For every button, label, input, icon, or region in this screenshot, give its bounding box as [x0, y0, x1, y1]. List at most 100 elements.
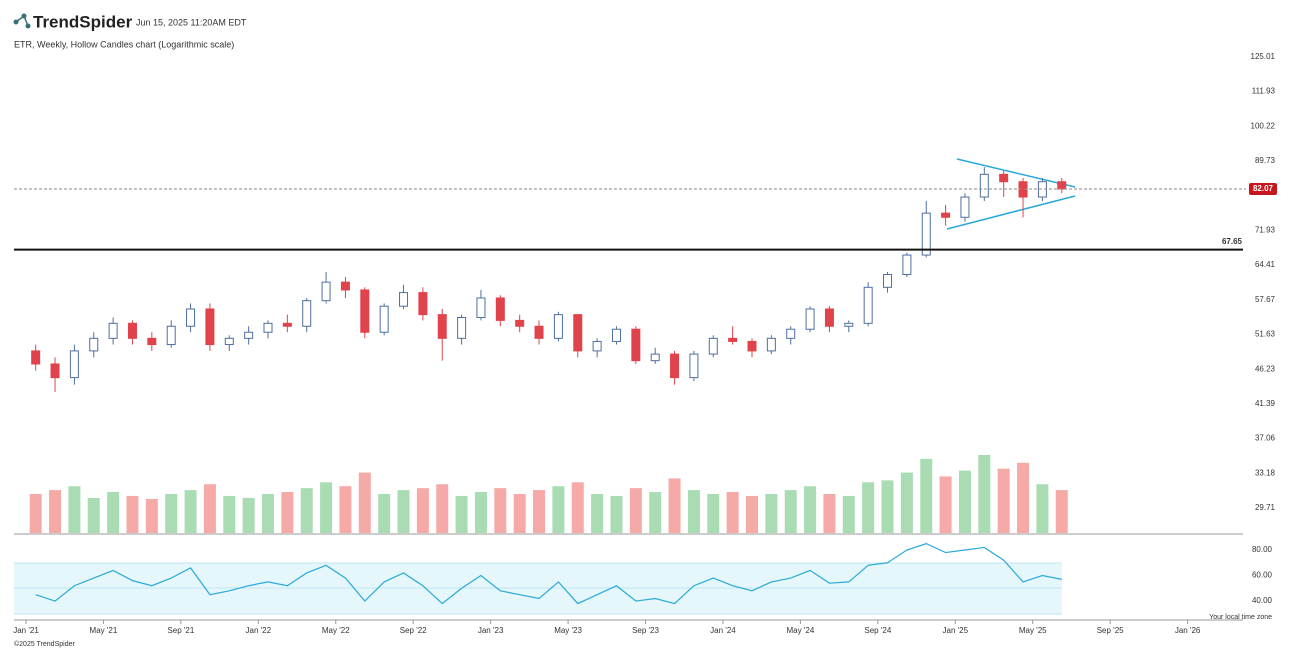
candle-body [321, 281, 331, 302]
candle-body [437, 314, 447, 339]
x-tick-label: Jan '24 [710, 626, 736, 635]
candle-body [999, 173, 1009, 183]
volume-bar [281, 492, 294, 533]
candle-body [592, 340, 602, 352]
candle-body [650, 353, 660, 362]
candle-body [728, 337, 738, 342]
x-tick-label: Sep '24 [864, 626, 891, 635]
volume-bar [455, 495, 468, 533]
candle-body [515, 319, 525, 327]
candle-body [50, 363, 60, 379]
footer: ©2025 TrendSpider [14, 640, 75, 648]
volume-bar [378, 494, 391, 533]
candle-body [263, 322, 273, 333]
candle-body [127, 322, 137, 339]
candle-body [147, 337, 157, 346]
level-label: 67.65 [1222, 237, 1243, 246]
volume-bar [165, 494, 178, 533]
candle-body [631, 328, 641, 362]
volume-bar [842, 495, 855, 533]
volume-bar [223, 495, 236, 533]
x-tick-label: May '25 [1019, 626, 1047, 635]
y-tick-label: 51.63 [1255, 330, 1276, 339]
volume-bar [242, 497, 255, 533]
volume-bar [668, 478, 681, 533]
volume-bar [49, 490, 62, 533]
volume-bar [997, 468, 1010, 533]
x-tick-label: May '23 [554, 626, 582, 635]
y-tick-label: 57.67 [1255, 295, 1276, 304]
candle-body [805, 308, 815, 330]
volume-bar [726, 492, 739, 533]
candle-body [205, 308, 215, 346]
volume-bar [978, 455, 991, 533]
volume-bar [29, 494, 42, 533]
volume-bar [358, 472, 371, 533]
volume-bar [494, 488, 507, 533]
volume-bar [436, 484, 449, 533]
last-price-box [1249, 183, 1277, 196]
logo [13, 13, 31, 29]
volume-bar [552, 486, 565, 533]
x-tick-label: May '24 [787, 626, 815, 635]
candle-body [766, 337, 776, 352]
volume-bar [629, 488, 642, 533]
triangle-lower [946, 195, 1076, 230]
volume-bar [920, 458, 933, 533]
y-tick-label: 29.71 [1255, 503, 1276, 512]
candle-body [902, 254, 912, 276]
x-tick-label: May '21 [90, 626, 118, 635]
volume-bar [900, 472, 913, 533]
volume-bar [881, 480, 894, 533]
timezone-note: Your local time zone [1209, 614, 1272, 621]
y-tick-label: 125.01 [1251, 52, 1276, 61]
candle-body [921, 212, 931, 256]
x-tick-label: Sep '21 [167, 626, 194, 635]
x-tick-label: Sep '25 [1097, 626, 1124, 635]
triangle-upper [956, 158, 1076, 188]
candle-body [302, 300, 312, 327]
volume-bar [958, 470, 971, 533]
volume-bar [862, 482, 875, 533]
candle-body [553, 314, 563, 339]
rsi-tick-label: 80.00 [1252, 545, 1273, 554]
candle-body [786, 328, 796, 339]
x-tick-label: Jan '25 [943, 626, 969, 635]
candle-body [863, 286, 873, 324]
y-tick-label: 46.23 [1255, 364, 1276, 373]
candle-body [360, 289, 370, 333]
candle-body [224, 337, 234, 346]
y-tick-label: 89.73 [1255, 156, 1276, 165]
x-tick-label: Jan '22 [246, 626, 272, 635]
candle-body [708, 337, 718, 355]
candle-body [573, 314, 583, 352]
candle-body [244, 331, 254, 339]
candle-body [399, 292, 409, 307]
volume-bar [823, 494, 836, 533]
last-price-label: 82.07 [1253, 184, 1274, 193]
candle-body [108, 322, 118, 339]
candle-body [670, 353, 680, 379]
y-tick-label: 41.39 [1255, 399, 1276, 408]
candle-body [340, 281, 350, 291]
x-tick-label: May '22 [322, 626, 350, 635]
candle-body [31, 350, 41, 365]
volume-bar [591, 494, 604, 533]
candle-body [960, 196, 970, 218]
volume-bar [784, 490, 797, 533]
volume-bar [746, 495, 758, 533]
volume-bar [184, 490, 197, 533]
candle-body [69, 350, 79, 379]
candle-body [941, 212, 951, 218]
volume-bar [107, 492, 120, 533]
x-tick-label: Sep '23 [632, 626, 659, 635]
volume-bar [474, 492, 487, 533]
volume-bar [1017, 462, 1030, 533]
candle-body [689, 353, 699, 379]
volume-bar [687, 490, 700, 533]
volume-bar [939, 476, 952, 533]
volume-bar [1055, 490, 1068, 533]
volume-bar [707, 494, 720, 533]
rsi-tick-label: 40.00 [1252, 596, 1273, 605]
